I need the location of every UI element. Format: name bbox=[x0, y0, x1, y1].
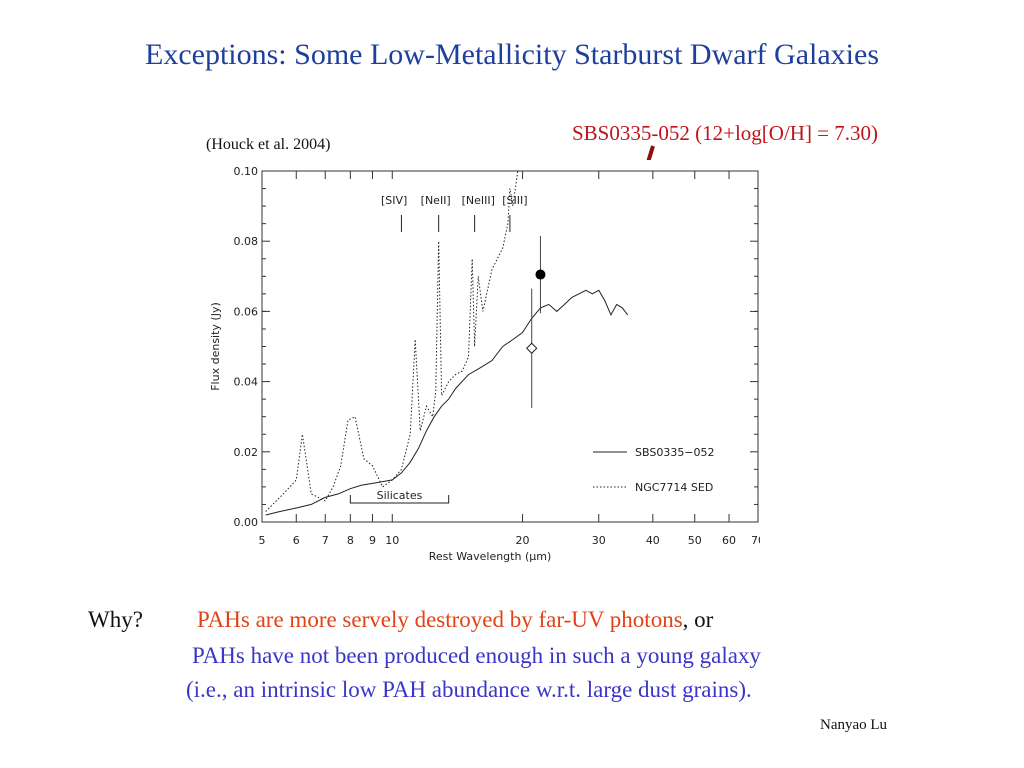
series-sbs0335-line bbox=[265, 289, 629, 516]
x-tick-label: 10 bbox=[385, 534, 399, 547]
reason-1-tail: , or bbox=[682, 607, 714, 632]
x-tick-label: 60 bbox=[722, 534, 736, 547]
line-marker-label: [NeIII] bbox=[462, 194, 495, 207]
y-tick-label: 0.08 bbox=[234, 235, 259, 248]
reason-1: PAHs are more servely destroyed by far-U… bbox=[197, 607, 713, 633]
reason-3: (i.e., an intrinsic low PAH abundance w.… bbox=[186, 677, 752, 702]
x-tick-label: 40 bbox=[646, 534, 660, 547]
callout-label: SBS0335-052 (12+log[O/H] = 7.30) bbox=[572, 121, 879, 145]
x-tick-label: 8 bbox=[347, 534, 354, 547]
citation: (Houck et al. 2004) bbox=[206, 136, 331, 153]
data-point-diamond bbox=[526, 342, 538, 354]
line-marker-label: [SIII] bbox=[502, 194, 527, 207]
chart-figure: 5 6 7 8 9 10 20 30 40 50 60 70 0.00 0.02 0.04 0.06 0.08 0… bbox=[205, 160, 765, 567]
y-axis-label: Flux density (Jy) bbox=[209, 302, 222, 391]
x-tick-label: 7 bbox=[322, 534, 329, 547]
y-tick-label: 0.06 bbox=[234, 305, 259, 318]
slide-title: Exceptions: Some Low-Metallicity Starbur… bbox=[145, 38, 879, 71]
x-tick-label: 20 bbox=[516, 534, 530, 547]
x-tick-label: 50 bbox=[688, 534, 702, 547]
silicates-label: Silicates bbox=[377, 489, 423, 502]
line-marker-label: [SIV] bbox=[381, 194, 407, 207]
data-point-filled bbox=[535, 269, 546, 280]
line-marker-label: [NeII] bbox=[421, 194, 451, 207]
chart-svg: 5 6 7 8 9 10 20 30 40 50 60 70 0.00 0.02 0.04 0.06 0.08 0… bbox=[209, 165, 765, 563]
legend-label: SBS0335−052 bbox=[635, 446, 715, 459]
reason-2: PAHs have not been produced enough in su… bbox=[192, 643, 761, 668]
x-tick-label: 9 bbox=[369, 534, 376, 547]
x-tick-label: 6 bbox=[293, 534, 300, 547]
reason-1-red: PAHs are more servely destroyed by far-U… bbox=[197, 607, 683, 632]
x-tick-label: 30 bbox=[592, 534, 606, 547]
x-tick-label: 70 bbox=[751, 534, 760, 547]
series-ngc7714-line bbox=[265, 170, 519, 512]
x-tick-label: 5 bbox=[259, 534, 266, 547]
author: Nanyao Lu bbox=[820, 717, 888, 733]
why-label: Why? bbox=[88, 607, 143, 632]
x-axis-label: Rest Wavelength (μm) bbox=[429, 550, 552, 563]
y-tick-label: 0.10 bbox=[234, 165, 259, 178]
legend-label: NGC7714 SED bbox=[635, 481, 713, 494]
silicates-bracket bbox=[349, 495, 450, 504]
y-tick-label: 0.00 bbox=[234, 516, 259, 529]
y-tick-label: 0.02 bbox=[234, 446, 259, 459]
y-tick-label: 0.04 bbox=[234, 376, 259, 389]
